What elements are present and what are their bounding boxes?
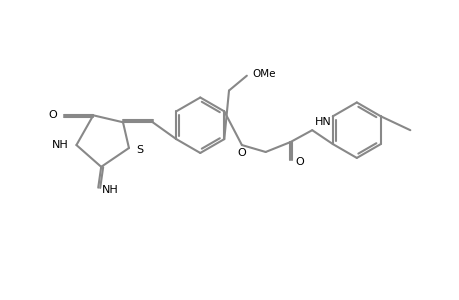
Text: O: O (237, 148, 246, 158)
Text: NH: NH (52, 140, 68, 150)
Text: O: O (295, 157, 303, 167)
Text: O: O (49, 110, 57, 120)
Text: NH: NH (102, 184, 119, 195)
Text: OMe: OMe (252, 69, 276, 79)
Text: S: S (135, 145, 143, 155)
Text: HN: HN (314, 117, 331, 127)
